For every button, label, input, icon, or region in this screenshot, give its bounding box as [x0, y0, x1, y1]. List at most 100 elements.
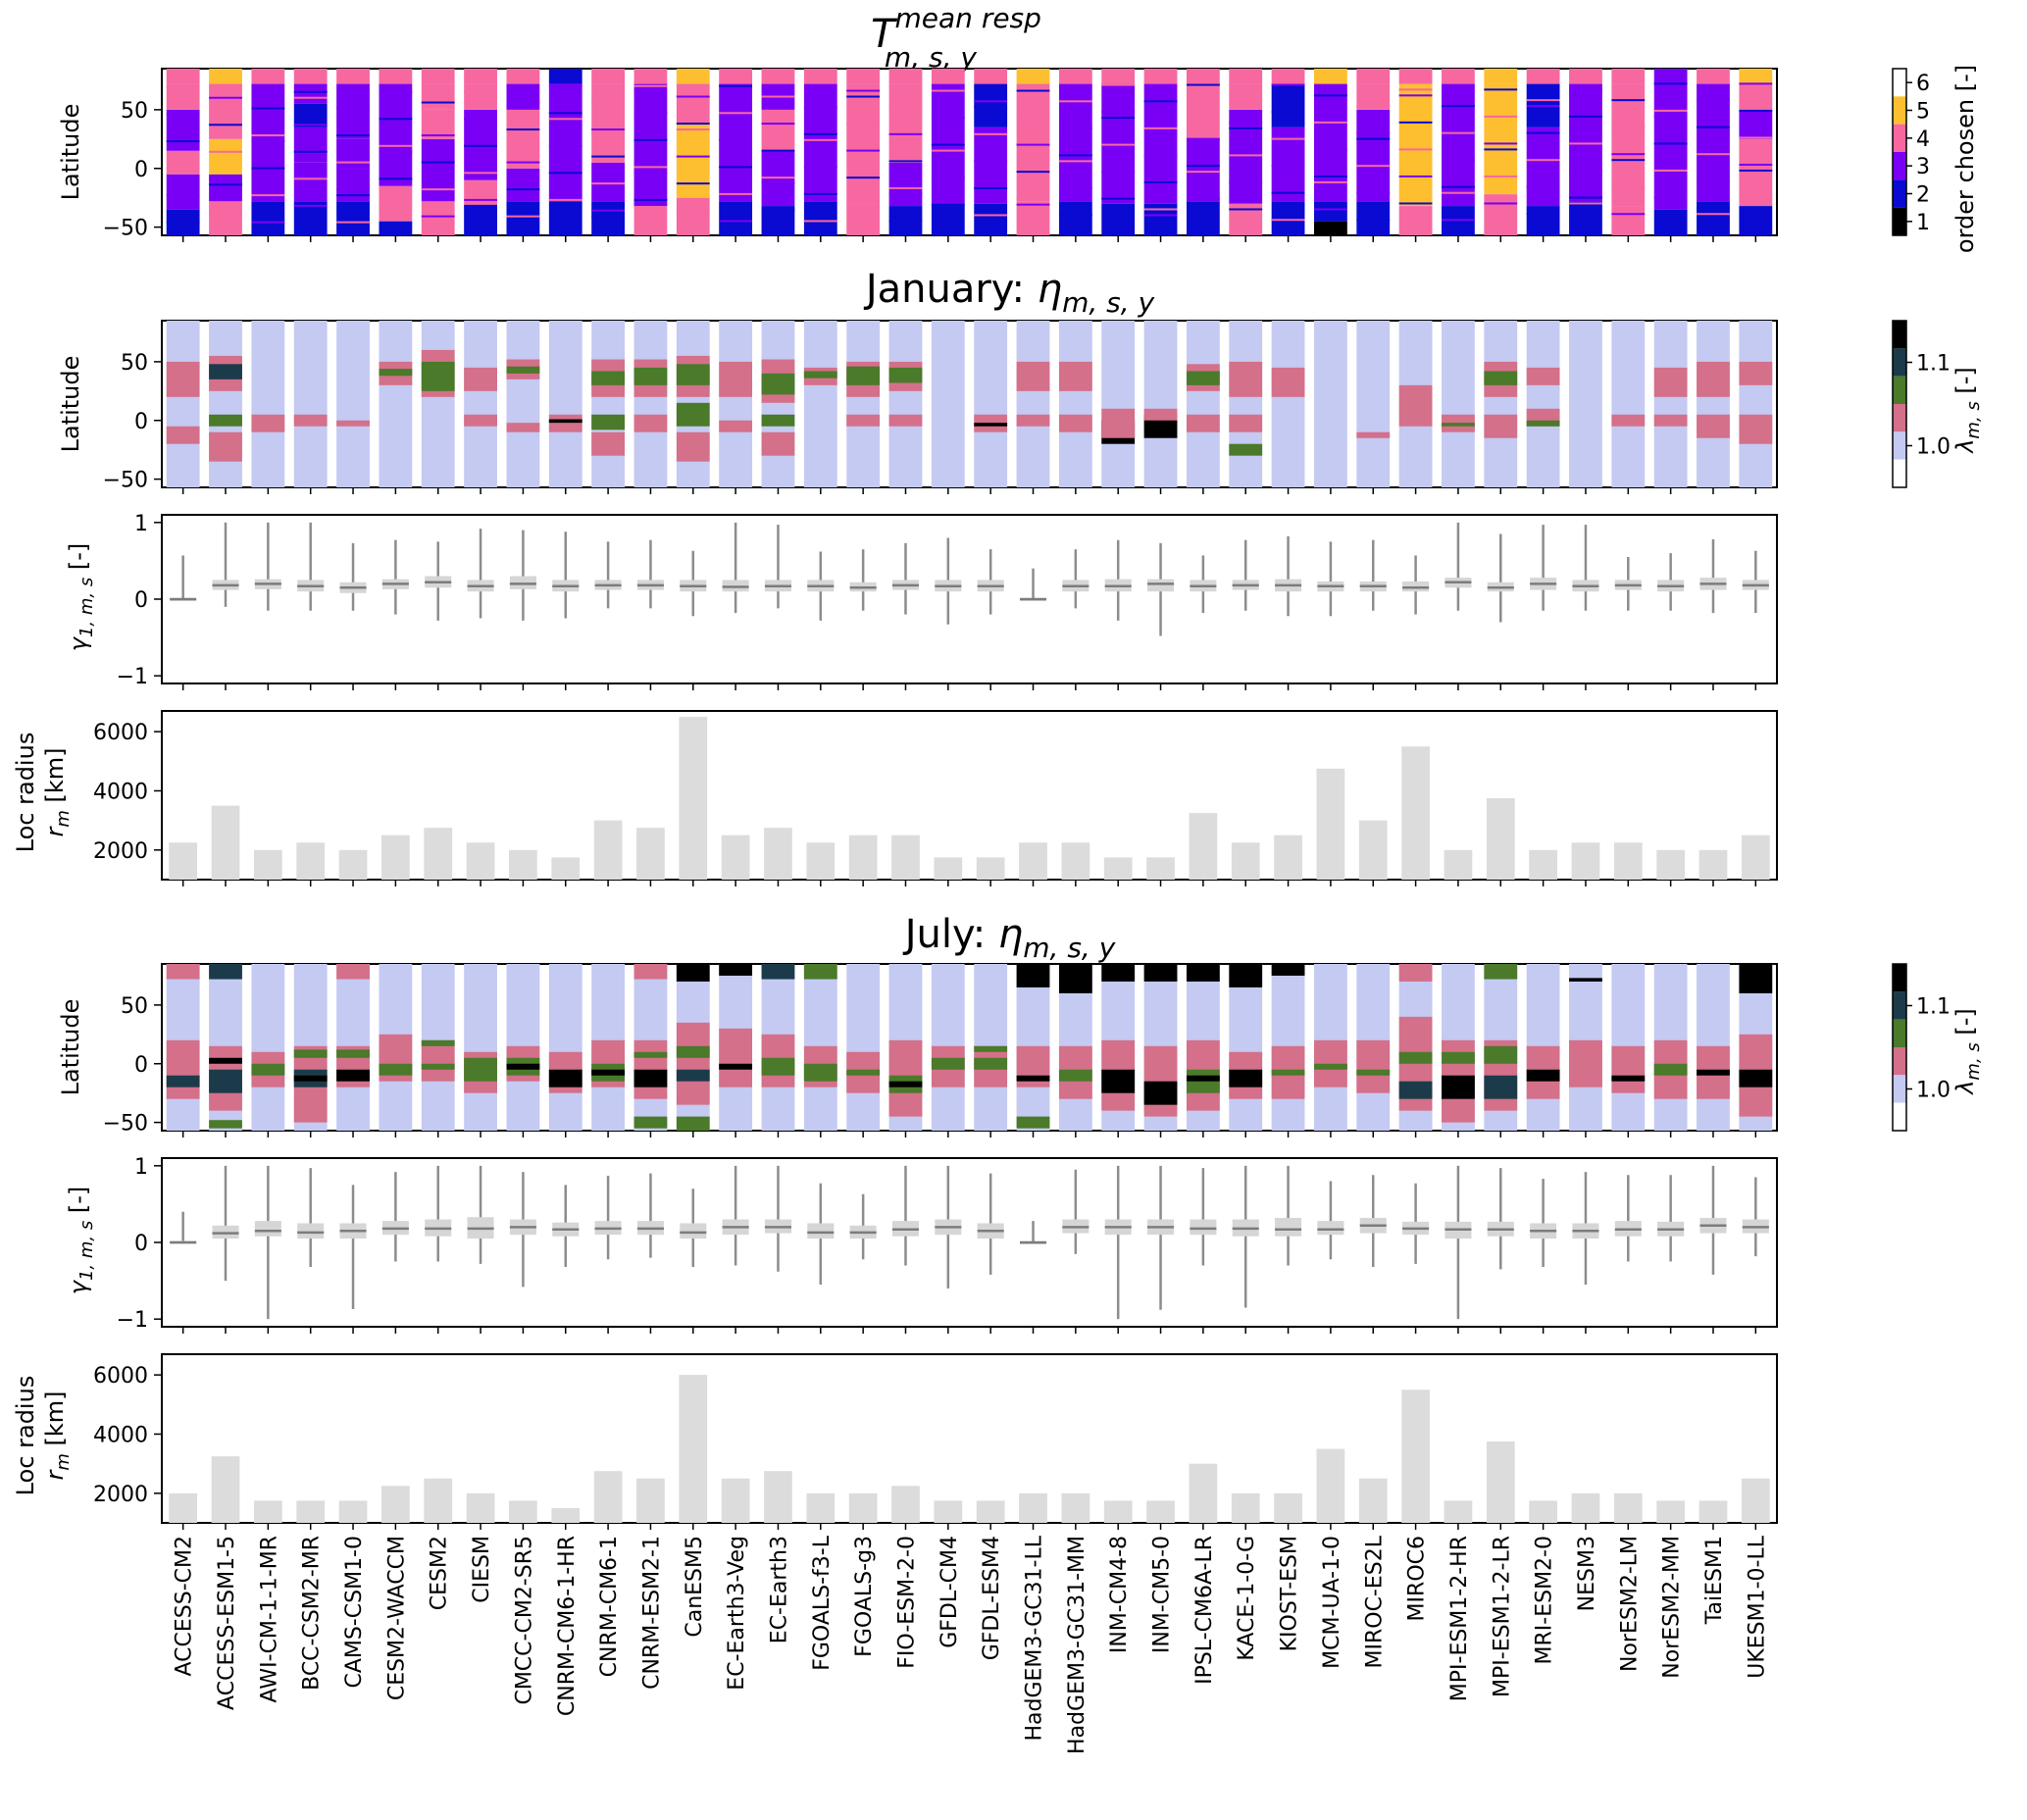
order-streak [1697, 99, 1730, 102]
order-streak [1058, 186, 1092, 189]
jul_eta-band [761, 1057, 795, 1076]
jul_eta-band [719, 1028, 753, 1087]
jan_eta-band-base [1569, 321, 1602, 487]
order-band [379, 83, 413, 186]
order-streak [1016, 143, 1050, 146]
jan_loc-bar-GFDL-CM4 [934, 857, 963, 880]
order-streak [1611, 99, 1646, 102]
order-column-FGOALS-g3 [846, 69, 881, 235]
jul_eta-column-GFDL-ESM4 [974, 964, 1008, 1131]
jan_eta-band [293, 414, 328, 427]
order-band [209, 138, 242, 175]
order-streak [888, 160, 923, 163]
jan_eta-band [591, 431, 625, 456]
xtick-label-CNRM-CM6-1-HR: CNRM-CM6-1-HR [555, 1536, 580, 1716]
order-streak [336, 188, 370, 191]
xtick-label-KACE-1-0-G: KACE-1-0-G [1235, 1536, 1259, 1661]
jul_eta-band [633, 1051, 668, 1058]
cbar-order-tick-label: 4 [1916, 127, 1930, 152]
jan_gamma-box-CNRM-CM6-1 [594, 541, 622, 609]
order-streak [1526, 159, 1560, 162]
order-streak [1186, 165, 1220, 168]
order-streak [1739, 109, 1773, 112]
jul_eta-band [1016, 1075, 1050, 1082]
order-band [1143, 69, 1178, 84]
order-streak [506, 161, 540, 164]
jan_eta-band-base [1016, 321, 1050, 487]
jan_loc-axes-frame [161, 710, 1778, 881]
order-band [1739, 109, 1773, 139]
jan_eta-band-base [1356, 321, 1391, 487]
xtick-label-MIROC6: MIROC6 [1405, 1536, 1430, 1621]
jul_gamma-box-CESM2-WACCM [381, 1172, 409, 1262]
jul_gamma-iqr-box [254, 1221, 281, 1237]
order-streak [209, 150, 242, 153]
jul_eta-band [803, 1063, 837, 1082]
jan_eta-band [676, 431, 710, 462]
jul_eta-column-ACCESS-CM2 [166, 964, 200, 1131]
jan_eta-band-base [1101, 321, 1136, 487]
order-streak [548, 118, 583, 121]
order-streak [1186, 171, 1220, 174]
order-streak [464, 144, 497, 147]
order-streak [974, 160, 1008, 163]
order-streak [1398, 121, 1433, 124]
jan_eta-band [1484, 371, 1518, 385]
xtick-label-IPSL-CM6A-LR: IPSL-CM6A-LR [1192, 1536, 1217, 1685]
jan_loc-bar-KACE-1-0-G [1231, 842, 1260, 880]
jul_eta-column-INM-CM5-0 [1143, 964, 1178, 1131]
order-streak [548, 198, 583, 201]
order-streak [1398, 94, 1433, 97]
jan_gamma-iqr-box [1147, 579, 1175, 592]
jan_gamma-box-IPSL-CM6A-LR [1190, 555, 1217, 614]
jan_gamma-box-INM-CM5-0 [1147, 542, 1175, 636]
order-band [209, 83, 242, 139]
order-streak [464, 198, 497, 201]
order-streak [1271, 165, 1305, 168]
jan_eta-band-base [1058, 321, 1092, 487]
order-column-NorESM2-MM [1653, 69, 1688, 235]
order-band [974, 83, 1008, 127]
jul_eta-band [1569, 1039, 1602, 1087]
cbar-order-segment [1893, 179, 1906, 208]
order-streak [974, 100, 1008, 103]
order-streak [591, 209, 625, 212]
jul_loc-bar-CNRM-CM6-1 [593, 1471, 623, 1523]
jul_eta-band [676, 1045, 710, 1058]
jan_eta-band [846, 366, 881, 385]
jul_loc-bar-CESM2-WACCM [381, 1486, 410, 1523]
order-streak [1653, 196, 1688, 199]
jan_loc-bar-NorESM2-MM [1656, 849, 1686, 880]
order-streak [1442, 159, 1475, 162]
cbar-jan-lambda-tick-label: 1.1 [1916, 352, 1951, 377]
order-band [591, 201, 625, 235]
jan_eta-band [251, 414, 285, 432]
order-streak [633, 172, 668, 175]
jul_gamma-box-CMCC-CM2-SR5 [509, 1172, 536, 1288]
xtick-label-FIO-ESM-2-0: FIO-ESM-2-0 [894, 1536, 919, 1669]
jan_eta-band [166, 361, 200, 397]
jul_loc-bar-CESM2 [424, 1478, 453, 1523]
order-streak [1016, 203, 1050, 206]
order-band [1442, 69, 1475, 84]
jul_gamma-box-CNRM-CM6-1-HR [552, 1185, 580, 1268]
order-streak [1058, 154, 1092, 157]
jul_gamma-box-INM-CM5-0 [1147, 1165, 1175, 1310]
jan_eta-band [379, 369, 413, 377]
order-column-GFDL-CM4 [931, 69, 965, 235]
order-streak [1186, 111, 1220, 114]
jan_eta-column-CESM2-WACCM [379, 321, 413, 487]
jul_eta-band [1271, 964, 1305, 976]
order-column-CIESM [464, 69, 497, 235]
order-streak [1314, 175, 1347, 177]
plot-layer: −50 0 50 −50 0 50 −50 0 50 −1 0 1 −1 0 1 2000 4000 6000 20… [93, 68, 1951, 1754]
jul_loc-bar-KACE-1-0-G [1231, 1492, 1260, 1523]
order-band [421, 69, 455, 84]
cbar-jan-lambda-segment [1893, 431, 1906, 460]
jan_loc-bar-EC-Earth3-Veg [721, 834, 750, 880]
order-streak [1739, 163, 1773, 166]
xtick-label-HadGEM3-GC31-MM: HadGEM3-GC31-MM [1065, 1536, 1090, 1754]
jul_eta-band [1314, 1039, 1347, 1087]
jul_gamma-box-BCC-CSM2-MR [297, 1168, 325, 1268]
order-band [1186, 138, 1220, 202]
